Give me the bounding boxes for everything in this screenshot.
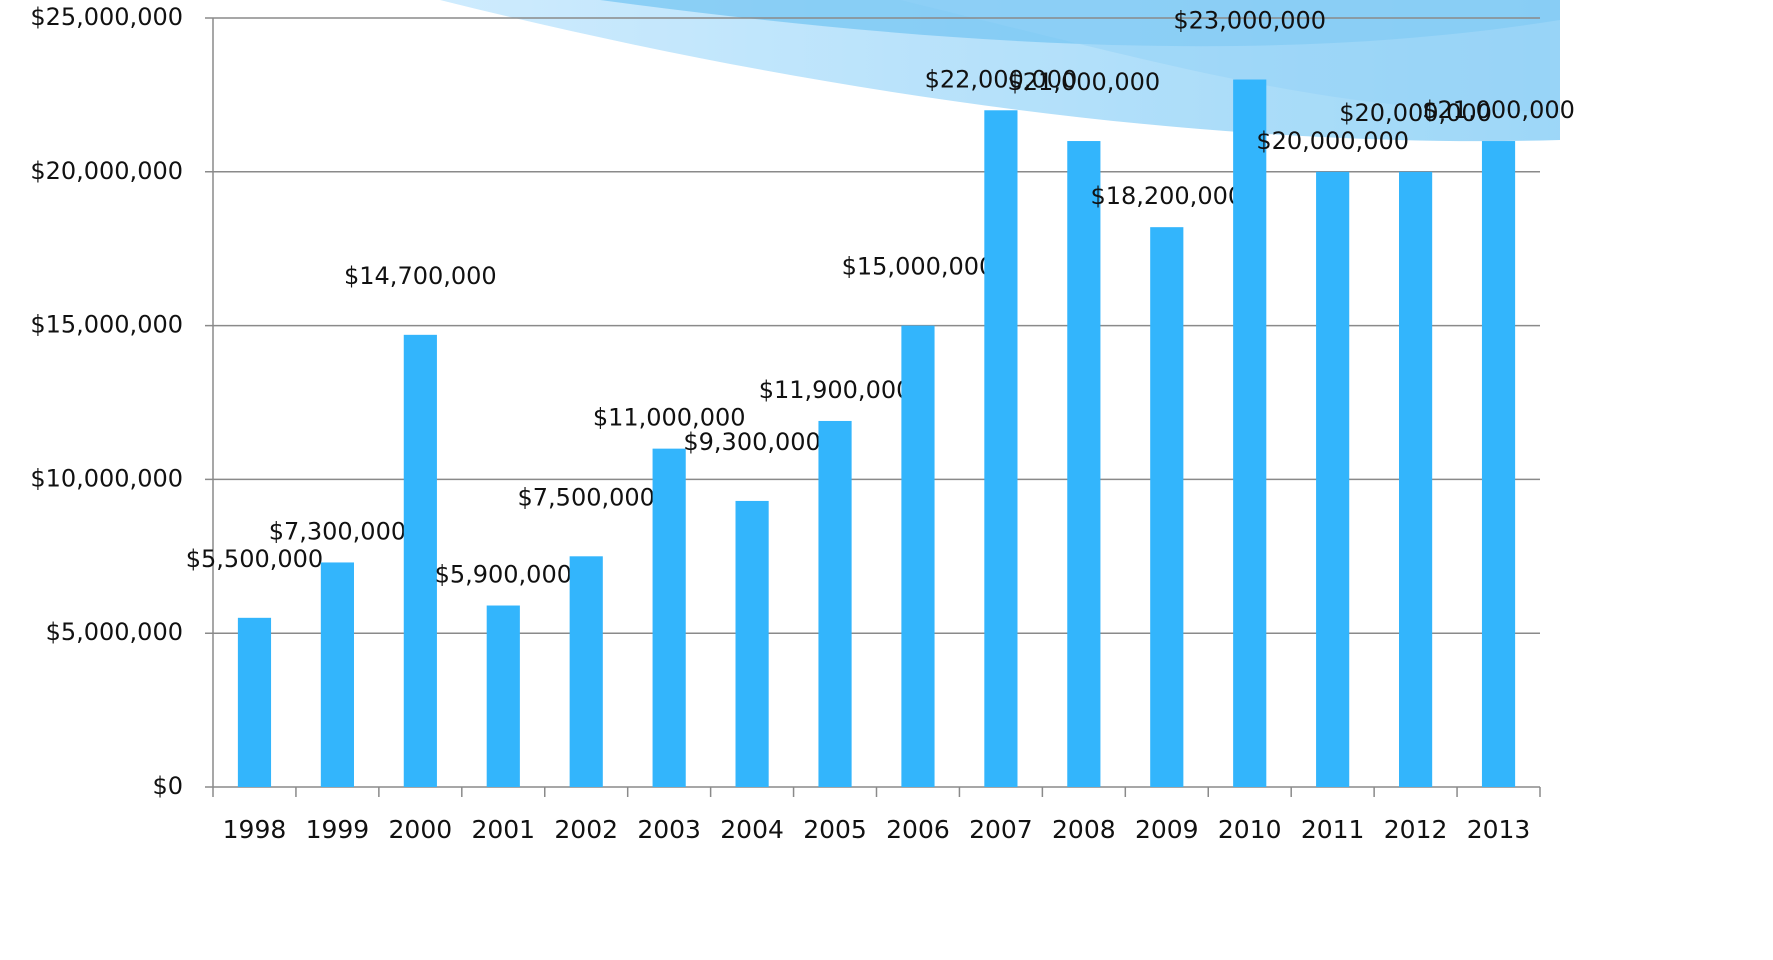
bar	[984, 110, 1017, 787]
x-tick-label: 2002	[554, 815, 618, 844]
data-label: $15,000,000	[842, 253, 995, 281]
data-label: $18,200,000	[1090, 182, 1243, 210]
bar	[901, 326, 934, 787]
x-tick-label: 2006	[886, 815, 950, 844]
data-label: $7,500,000	[518, 483, 655, 511]
x-tick-label: 2001	[471, 815, 535, 844]
data-label: $5,500,000	[186, 545, 323, 573]
data-label: $7,300,000	[269, 517, 406, 545]
x-tick-label: 2008	[1052, 815, 1116, 844]
data-label: $9,300,000	[683, 428, 820, 456]
x-tick-label: 2013	[1467, 815, 1531, 844]
data-label: $14,700,000	[344, 262, 497, 290]
bar	[736, 501, 769, 787]
bar	[1482, 141, 1515, 787]
y-tick-label: $15,000,000	[30, 311, 183, 339]
bar	[238, 618, 271, 787]
bar	[1399, 172, 1432, 787]
x-tick-label: 2003	[637, 815, 701, 844]
x-tick-label: 2009	[1135, 815, 1199, 844]
bar	[404, 335, 437, 787]
data-label: $20,000,000	[1256, 127, 1409, 155]
bar	[321, 562, 354, 787]
y-tick-label: $0	[152, 772, 183, 800]
bar	[1150, 227, 1183, 787]
chart: $0 $5,000,000 $10,000,000 $15,000,000 $20,00…	[0, 0, 1773, 960]
x-tick-label: 1999	[306, 815, 370, 844]
data-label: $11,900,000	[759, 376, 912, 404]
y-tick-label: $5,000,000	[46, 618, 183, 646]
x-tick-label: 2004	[720, 815, 784, 844]
y-tick-label: $25,000,000	[30, 3, 183, 31]
x-tick-label: 2012	[1384, 815, 1448, 844]
x-tick-label: 1998	[223, 815, 287, 844]
data-label: $21,000,000	[1008, 68, 1161, 96]
x-tick-label: 2011	[1301, 815, 1365, 844]
plot-area: $0 $5,000,000 $10,000,000 $15,000,000 $20,00…	[30, 3, 1575, 844]
data-label: $23,000,000	[1173, 7, 1326, 35]
data-label: $5,900,000	[435, 561, 572, 589]
bar	[1067, 141, 1100, 787]
bar	[570, 556, 603, 787]
x-tick-label: 2010	[1218, 815, 1282, 844]
x-tick-label: 2000	[389, 815, 453, 844]
x-tick-label: 2005	[803, 815, 867, 844]
bar	[1233, 80, 1266, 787]
y-tick-label: $20,000,000	[30, 157, 183, 185]
bar	[487, 606, 520, 787]
x-tick-label: 2007	[969, 815, 1033, 844]
y-tick-label: $10,000,000	[30, 464, 183, 492]
bar	[1316, 172, 1349, 787]
bar	[818, 421, 851, 787]
bar	[653, 449, 686, 787]
data-label: $21,000,000	[1422, 96, 1575, 124]
